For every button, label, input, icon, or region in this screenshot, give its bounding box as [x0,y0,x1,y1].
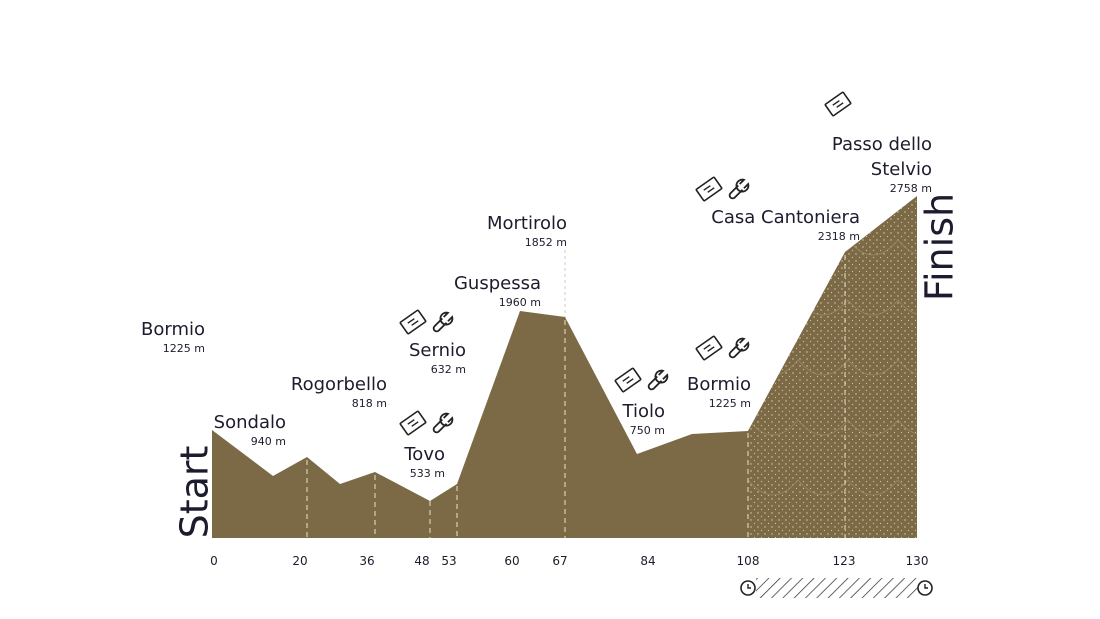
wrench-icon [432,412,454,434]
waypoint-elevation: 818 m [352,397,387,410]
waypoint-elevation: 1852 m [525,236,567,249]
distance-tick: 53 [441,554,456,568]
waypoint-elevation: 750 m [630,424,665,437]
ticket-shape [695,176,723,202]
wrench-shape [728,337,750,359]
wrench-shape [432,311,454,333]
timer-bar [740,578,933,598]
ticket-icon [399,309,427,335]
waypoint-elevation: 632 m [431,363,466,376]
distance-tick: 84 [640,554,655,568]
waypoint-elevation: 2758 m [890,182,932,195]
waypoint-name: Guspessa [454,273,541,294]
ticket-mark [832,100,844,108]
distance-tick: 0 [210,554,218,568]
waypoint-elevation: 1960 m [499,296,541,309]
waypoint-name: Tovo [403,444,445,465]
waypoint-lines [306,255,846,538]
waypoint-name: Casa Cantoniera [711,207,860,228]
distance-tick: 48 [414,554,429,568]
wrench-icon [728,337,750,359]
wrench-icon [432,311,454,333]
waypoint-name: Rogorbello [291,374,387,395]
ticket-mark [407,318,419,326]
ticket-shape [399,309,427,335]
waypoint-elevation: 1225 m [163,342,205,355]
distance-tick: 60 [504,554,519,568]
wrench-shape [728,178,750,200]
distance-tick: 123 [833,554,856,568]
labels: 0 20 36 48 53 60 67 84 108 123 130 Bormio 1225 m Sond… [141,134,932,568]
waypoint-name: Mortirolo [487,213,567,234]
wrench-shape [432,412,454,434]
waypoint-name: Sondalo [214,412,286,433]
ticket-mark [703,344,715,352]
waypoint-name: Bormio [141,319,205,340]
ticket-icon [824,91,852,117]
ticket-icon [695,176,723,202]
ticket-mark [407,419,419,427]
wrench-shape [647,369,669,391]
finish-label: Finish [918,193,962,301]
waypoint-elevation: 533 m [410,467,445,480]
distance-tick: 67 [552,554,567,568]
wrench-icon [647,369,669,391]
ticket-shape [399,410,427,436]
waypoint-elevation: 1225 m [709,397,751,410]
waypoint-name: Tiolo [622,401,665,422]
waypoint-name: Sernio [409,340,466,361]
distance-tick: 20 [292,554,307,568]
start-label: Start [173,446,217,539]
ticket-icon [695,335,723,361]
distance-tick: 130 [906,554,929,568]
distance-tick: 36 [359,554,374,568]
ticket-icon [614,367,642,393]
ticket-shape [695,335,723,361]
ticket-shape [614,367,642,393]
waypoint-elevation: 2318 m [818,230,860,243]
ticket-mark [703,185,715,193]
waypoint-elevation: 940 m [251,435,286,448]
waypoint-name: Passo dello [832,134,932,155]
ticket-icon [399,410,427,436]
icons [399,91,852,436]
waypoint-name: Stelvio [871,159,932,180]
ticket-mark [622,376,634,384]
wrench-icon [728,178,750,200]
ticket-shape [824,91,852,117]
distance-tick: 108 [737,554,760,568]
waypoint-name: Bormio [687,374,751,395]
